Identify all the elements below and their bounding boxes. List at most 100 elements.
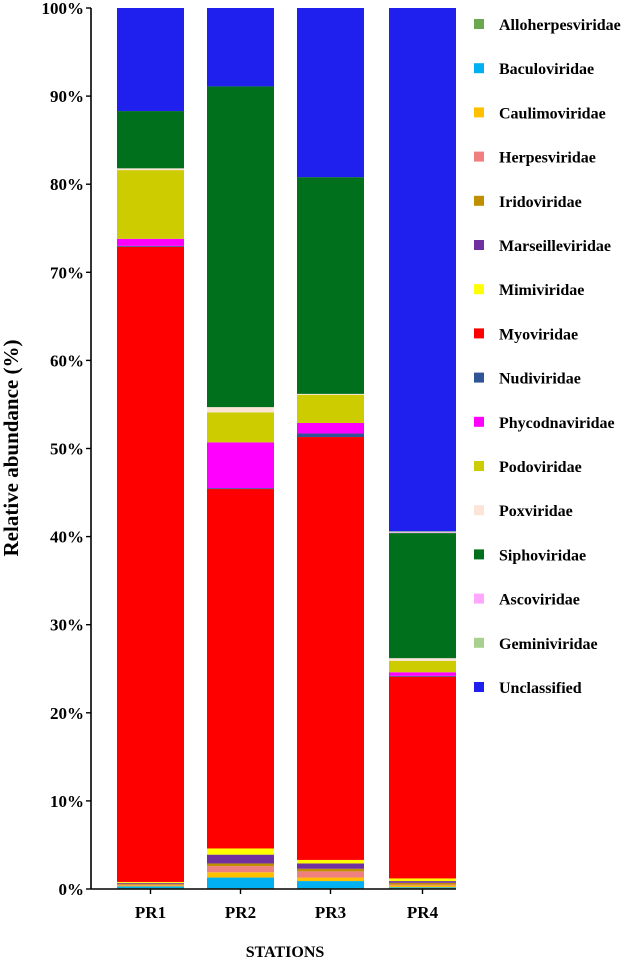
bar-segment <box>297 422 364 434</box>
y-tick-label: 40% <box>50 528 84 547</box>
bar-segment <box>117 111 184 169</box>
legend-swatch <box>474 240 484 250</box>
bar-segment <box>389 878 456 882</box>
bar-segment <box>207 854 274 864</box>
y-tick-label: 10% <box>50 792 84 811</box>
bar-segment <box>297 8 364 178</box>
legend-label: Alloherpesviridae <box>499 17 621 34</box>
legend-label: Mimiviridae <box>499 282 584 299</box>
x-category-label: PR4 <box>407 903 439 922</box>
bar-segment <box>207 8 274 87</box>
bar-segment <box>117 882 184 884</box>
legend-label: Caulimoviridae <box>499 105 606 122</box>
legend-label: Poxviridae <box>499 503 573 520</box>
legend-swatch <box>474 19 484 29</box>
legend-label: Geminiviridae <box>499 636 598 653</box>
bar-segment <box>117 883 184 885</box>
x-axis-title: STATIONS <box>246 944 325 961</box>
x-category-label: PR3 <box>315 903 346 922</box>
bar-segment <box>207 86 274 408</box>
bar-segment <box>389 676 456 879</box>
bar-segment <box>207 872 274 878</box>
bar-segment <box>297 881 364 889</box>
bar-segment <box>389 531 456 533</box>
x-category-label: PR1 <box>135 903 166 922</box>
y-tick-label: 60% <box>50 351 84 370</box>
legend: Alloherpesviridae Baculoviridae Caulimovir… <box>474 17 621 697</box>
legend-swatch <box>474 461 484 471</box>
legend-swatch <box>474 372 484 383</box>
x-category-label: PR2 <box>225 903 256 922</box>
bars <box>117 8 456 889</box>
y-tick-label: 50% <box>50 440 84 459</box>
y-axis-ticks: 0% 10% 20% 30% 40% 50% 60% 70% 80% 90% 100% <box>42 0 91 899</box>
bar-segment <box>389 887 456 889</box>
bar-segment <box>389 675 456 677</box>
bar-segment <box>117 168 184 171</box>
bar-segment <box>297 859 364 864</box>
legend-label: Unclassified <box>499 680 582 697</box>
bar-segment <box>117 884 184 886</box>
bar-segment <box>207 863 274 867</box>
y-tick-label: 90% <box>50 87 84 106</box>
bar-segment <box>389 658 456 661</box>
bar-segment <box>297 433 364 438</box>
y-axis-title: Relative abundance (%) <box>0 340 23 557</box>
legend-swatch <box>474 195 484 206</box>
legend-swatch <box>474 284 484 295</box>
legend-label: Baculoviridae <box>499 61 594 78</box>
y-tick-label: 70% <box>50 263 84 282</box>
legend-swatch <box>474 416 484 427</box>
bar-segment <box>207 412 274 443</box>
bar-segment <box>207 848 274 855</box>
y-tick-label: 100% <box>42 0 85 18</box>
legend-swatch <box>474 505 484 516</box>
bar-segment <box>117 885 184 887</box>
bar-segment <box>207 877 274 889</box>
bar-segment <box>297 871 364 878</box>
bar-segment <box>389 8 456 532</box>
legend-label: Phycodnaviridae <box>499 415 615 432</box>
legend-swatch <box>474 549 484 560</box>
y-tick-label: 80% <box>50 175 84 194</box>
bar-segment <box>297 863 364 869</box>
bar-segment <box>207 866 274 873</box>
legend-swatch <box>474 637 484 648</box>
legend-swatch <box>474 682 484 692</box>
bar-segment <box>297 177 364 394</box>
legend-label: Herpesviridae <box>499 150 596 167</box>
legend-label: Podoviridae <box>499 459 582 476</box>
legend-label: Nudiviridae <box>499 371 581 388</box>
bar-segment <box>389 533 456 659</box>
bar-segment <box>117 170 184 239</box>
bar-segment <box>389 532 456 534</box>
bar-segment <box>117 8 184 112</box>
bar-segment <box>389 672 456 676</box>
bar-segment <box>207 407 274 413</box>
y-tick-label: 0% <box>59 880 85 899</box>
legend-label: Ascoviridae <box>499 592 580 609</box>
y-tick-label: 30% <box>50 616 84 635</box>
bar-segment <box>389 882 456 885</box>
bar-segment <box>207 442 274 489</box>
bar-segment <box>207 488 274 490</box>
bar-segment <box>117 245 184 247</box>
bar-segment <box>117 246 184 882</box>
bar-segment <box>297 868 364 872</box>
bar-segment <box>389 884 456 886</box>
bar-segment <box>297 394 364 423</box>
x-axis-categories: PR1 PR2 PR3 PR4 <box>135 889 439 922</box>
bar-segment <box>207 489 274 849</box>
legend-label: Siphoviridae <box>499 547 586 564</box>
bar-segment <box>297 437 364 860</box>
bar-segment <box>117 881 184 883</box>
legend-label: Myoviridae <box>499 326 578 343</box>
bar-segment <box>297 877 364 882</box>
bar-segment <box>389 881 456 883</box>
y-tick-label: 20% <box>50 704 84 723</box>
bar-segment <box>297 393 364 395</box>
legend-swatch <box>474 63 484 74</box>
legend-swatch <box>474 107 484 118</box>
bar-segment <box>117 238 184 246</box>
